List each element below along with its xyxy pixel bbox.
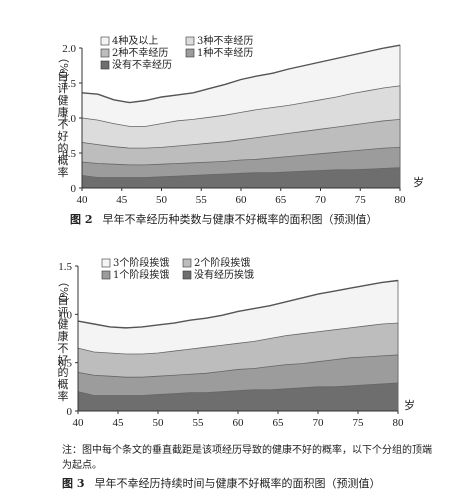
x-tick-label: 80 xyxy=(393,417,405,429)
figure-3-number: 图 3 xyxy=(62,477,85,490)
y-label-char: 好 xyxy=(58,353,69,367)
y-label-char: 自 xyxy=(58,294,69,307)
y-tick-label: 1.0 xyxy=(58,309,72,321)
x-tick-label: 70 xyxy=(313,417,325,429)
x-tick-label: 50 xyxy=(153,417,165,429)
y-label-char: 的 xyxy=(58,141,69,155)
figure-2-caption: 图 2 早年不幸经历种类数与健康不好概率的面积图（预测值） xyxy=(70,211,377,227)
x-tick-label: 75 xyxy=(355,194,367,206)
legend-swatch xyxy=(100,48,110,58)
figure-2-areas xyxy=(81,44,401,189)
x-tick-label: 70 xyxy=(315,194,327,206)
y-label-char: 不 xyxy=(58,342,69,355)
y-label-char: 评 xyxy=(58,82,69,95)
y-label-char: 概 xyxy=(58,378,69,391)
figure-3-legend: 3个阶段挨饿 2个阶段挨饿 1个阶段挨饿 没有经历挨饿 xyxy=(101,256,254,281)
x-tick-label: 50 xyxy=(156,194,168,206)
y-label-char: 率 xyxy=(58,389,69,403)
y-tick-label: 0.5 xyxy=(62,148,76,160)
legend-swatch xyxy=(185,36,195,46)
figure-3-y-unit: （%） xyxy=(57,276,70,308)
legend-label: 没有经历挨饿 xyxy=(194,268,254,281)
y-label-char: 概 xyxy=(58,154,69,167)
y-tick-label: 1.5 xyxy=(62,78,76,90)
legend-label: 2种不幸经历 xyxy=(112,46,168,59)
x-tick-label: 45 xyxy=(113,417,125,429)
area-figure3-series-0 xyxy=(77,382,399,412)
figure-3-title: 早年不幸经历持续时间与健康不好概率的面积图（预测值） xyxy=(94,477,381,490)
y-label-char: 健 xyxy=(58,94,69,107)
x-tick-label: 65 xyxy=(275,194,287,206)
top-outline-figure3 xyxy=(77,279,399,329)
legend-label: 3个阶段挨饿 xyxy=(113,256,169,269)
figure-2-y-unit: （%） xyxy=(57,52,70,84)
figure-note: 注：图中每个条文的垂直截距是该项经历导致的健康不好的概率，以下个分组的顶端为起点… xyxy=(62,445,432,471)
figure-3-caption: 图 3 早年不幸经历持续时间与健康不好概率的面积图（预测值） xyxy=(62,475,380,491)
x-tick-label: 60 xyxy=(233,417,245,429)
y-label-char: 好 xyxy=(58,129,69,143)
figure-2-title: 早年不幸经历种类数与健康不好概率的面积图（预测值） xyxy=(102,213,378,226)
y-tick-label: 0 xyxy=(71,183,77,195)
legend-label: 4种及以上 xyxy=(112,34,158,47)
figure-2-y-axis: 0 0.5 1.0 1.5 2.0 xyxy=(62,43,83,195)
legend-swatch xyxy=(100,36,110,46)
y-label-char: 率 xyxy=(58,165,69,179)
x-tick-label: 45 xyxy=(116,194,128,206)
legend-swatch xyxy=(185,48,195,58)
figure-2-x-axis: 40 45 50 55 60 65 70 75 80 岁 xyxy=(77,175,425,206)
figure-3-x-unit: 岁 xyxy=(404,398,415,412)
y-tick-label: 0.5 xyxy=(58,358,72,370)
legend-label: 1种不幸经历 xyxy=(197,46,253,59)
figure-2-legend: 4种及以上 3种不幸经历 2种不幸经历 1种不幸经历 没有不幸经历 xyxy=(100,34,253,71)
figure-2: 0 0.5 1.0 1.5 2.0 40 45 50 55 60 65 70 75 80 岁 （%） 自… xyxy=(57,34,424,206)
legend-label: 没有不幸经历 xyxy=(112,58,172,71)
x-tick-label: 40 xyxy=(73,417,85,429)
y-label-char: 康 xyxy=(58,329,69,343)
legend-swatch xyxy=(101,270,111,280)
y-label-char: 自 xyxy=(58,70,69,83)
legend-label: 3种不幸经历 xyxy=(197,34,253,47)
legend-swatch xyxy=(182,258,192,268)
legend-swatch xyxy=(100,60,110,70)
legend-swatch xyxy=(182,270,192,280)
top-outline-figure2 xyxy=(81,44,401,104)
figure-2-number: 图 2 xyxy=(70,213,93,226)
x-tick-label: 55 xyxy=(193,417,205,429)
y-tick-label: 1.0 xyxy=(62,113,76,125)
x-tick-label: 75 xyxy=(353,417,365,429)
x-tick-label: 40 xyxy=(77,194,89,206)
legend-swatch xyxy=(101,258,111,268)
legend-label: 1个阶段挨饿 xyxy=(113,268,169,281)
figure-3-areas xyxy=(77,279,399,412)
x-tick-label: 80 xyxy=(395,194,407,206)
figure-2-x-unit: 岁 xyxy=(413,175,424,189)
figure-3-y-axis: 0 0.5 1.0 1.5 xyxy=(58,261,79,418)
y-tick-label: 1.5 xyxy=(58,261,72,273)
y-label-char: 健 xyxy=(58,318,69,331)
area-figure2-series-0 xyxy=(81,167,401,189)
x-tick-label: 65 xyxy=(273,417,285,429)
x-tick-label: 60 xyxy=(236,194,248,206)
y-label-char: 评 xyxy=(58,306,69,319)
y-label-char: 康 xyxy=(58,105,69,119)
y-label-char: 不 xyxy=(58,118,69,131)
x-tick-label: 55 xyxy=(196,194,208,206)
y-label-char: 的 xyxy=(58,365,69,379)
figure-3: 0 0.5 1.0 1.5 40 45 50 55 60 65 70 75 80 岁 （%） 自评健康… xyxy=(57,256,415,429)
figure-3-x-axis: 40 45 50 55 60 65 70 75 80 岁 xyxy=(73,398,416,429)
y-tick-label: 0 xyxy=(67,406,73,418)
legend-label: 2个阶段挨饿 xyxy=(194,256,250,269)
y-tick-label: 2.0 xyxy=(62,43,76,55)
